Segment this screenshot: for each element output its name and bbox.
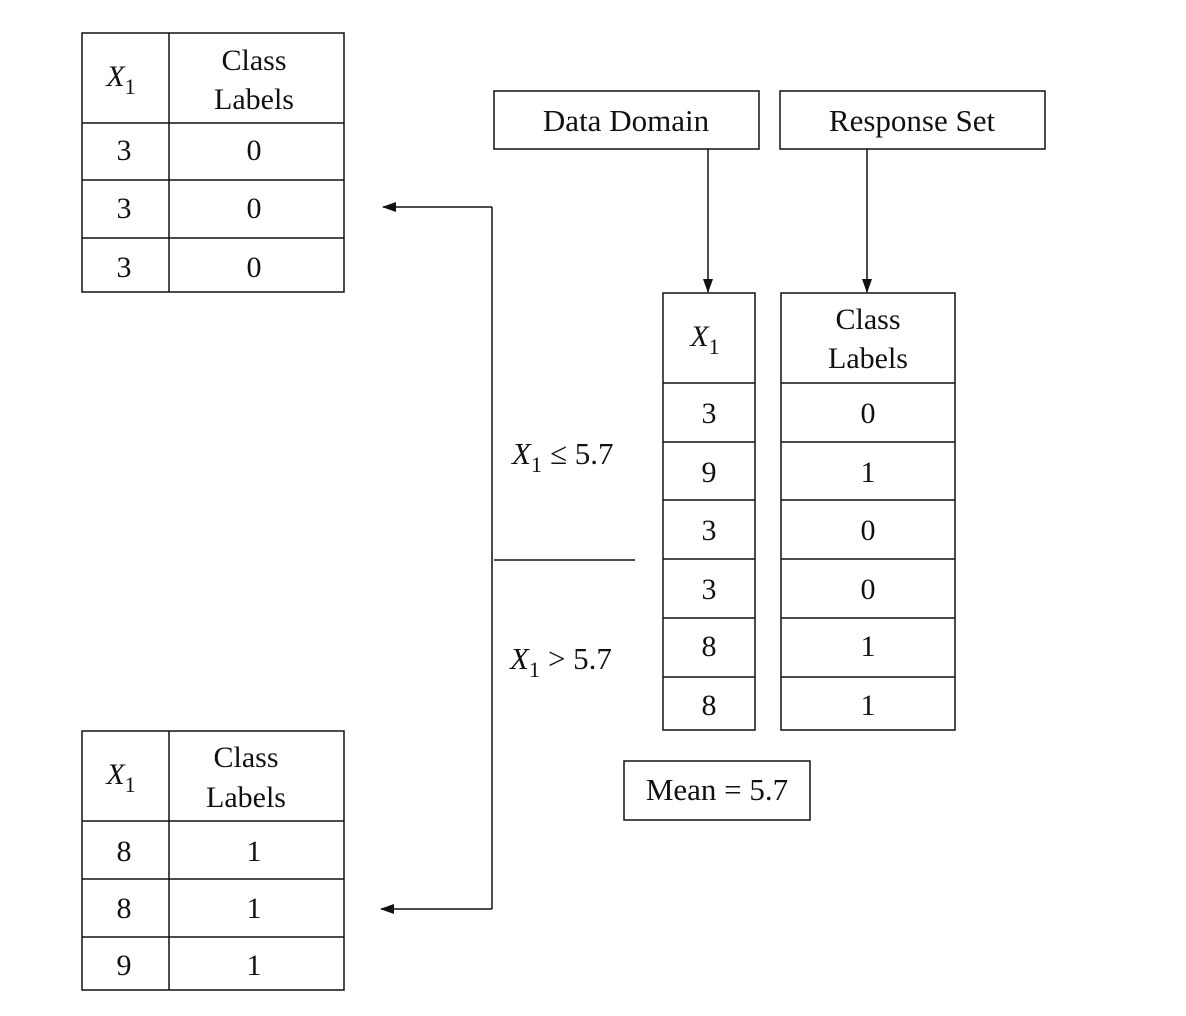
right-child-table: X1 Class Labels 8 8 9 1 1 1 bbox=[81, 730, 345, 991]
right-label-cell: 1 bbox=[247, 835, 262, 868]
data-domain-label: Data Domain bbox=[543, 103, 710, 138]
root-x1-cell: 8 bbox=[702, 689, 717, 722]
data-domain-box: Data Domain bbox=[493, 90, 760, 150]
right-x1-cell: 8 bbox=[117, 835, 132, 868]
root-label-cell: 0 bbox=[861, 397, 876, 430]
root-x1-table: X1 3 9 3 3 8 8 bbox=[662, 292, 756, 731]
right-labels-header-line1: Class bbox=[213, 741, 278, 774]
left-labels-header-line2: Labels bbox=[214, 83, 294, 116]
response-set-label: Response Set bbox=[829, 103, 996, 138]
root-labels-header-line1: Class bbox=[835, 303, 900, 336]
root-x1-cell: 3 bbox=[702, 514, 717, 547]
mean-box: Mean = 5.7 bbox=[623, 760, 811, 821]
root-labels-table: Class Labels 0 1 0 0 1 1 bbox=[780, 292, 956, 731]
right-x1-cell: 9 bbox=[117, 949, 132, 982]
response-set-box: Response Set bbox=[779, 90, 1046, 150]
right-x1-cell: 8 bbox=[117, 892, 132, 925]
left-condition: X1 ≤ 5.7 bbox=[510, 436, 613, 477]
left-labels-header-line1: Class bbox=[221, 44, 286, 77]
root-label-cell: 1 bbox=[861, 689, 876, 722]
left-label-cell: 0 bbox=[247, 192, 262, 225]
root-label-cell: 1 bbox=[861, 630, 876, 663]
left-child-table: X1 Class Labels 3 3 3 0 0 0 bbox=[81, 32, 345, 293]
mean-label: Mean = 5.7 bbox=[646, 772, 788, 807]
root-x1-header: X1 bbox=[689, 320, 719, 359]
root-x1-cell: 3 bbox=[702, 397, 717, 430]
root-x1-cell: 9 bbox=[702, 456, 717, 489]
right-condition: X1 > 5.7 bbox=[508, 641, 612, 682]
right-x1-header: X1 bbox=[105, 758, 135, 797]
root-label-cell: 0 bbox=[861, 514, 876, 547]
left-x1-cell: 3 bbox=[117, 251, 132, 284]
right-label-cell: 1 bbox=[247, 949, 262, 982]
left-x1-cell: 3 bbox=[117, 192, 132, 225]
root-label-cell: 0 bbox=[861, 573, 876, 606]
root-label-cell: 1 bbox=[861, 456, 876, 489]
left-x1-cell: 3 bbox=[117, 134, 132, 167]
root-labels-header-line2: Labels bbox=[828, 342, 908, 375]
left-label-cell: 0 bbox=[247, 134, 262, 167]
right-label-cell: 1 bbox=[247, 892, 262, 925]
root-x1-cell: 3 bbox=[702, 573, 717, 606]
right-labels-header-line2: Labels bbox=[206, 781, 286, 814]
left-x1-header: X1 bbox=[105, 60, 135, 99]
left-label-cell: 0 bbox=[247, 251, 262, 284]
root-x1-cell: 8 bbox=[702, 630, 717, 663]
